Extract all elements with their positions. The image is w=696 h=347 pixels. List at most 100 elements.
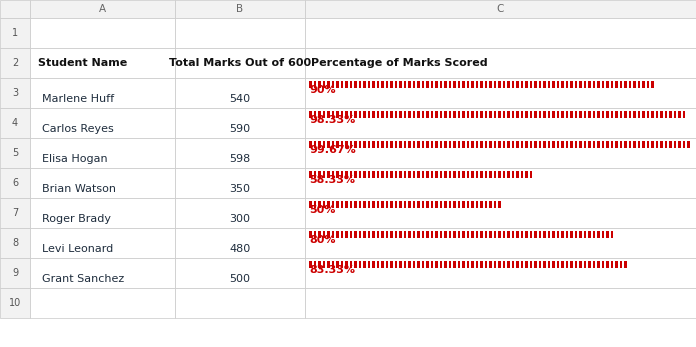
Bar: [642, 81, 644, 88]
Bar: [345, 81, 347, 88]
Bar: [408, 141, 411, 148]
Bar: [363, 171, 365, 178]
Bar: [358, 171, 361, 178]
Bar: [557, 141, 559, 148]
Bar: [435, 261, 438, 268]
Text: 540: 540: [230, 94, 251, 104]
Bar: [615, 111, 617, 118]
Bar: [354, 141, 356, 148]
Bar: [439, 201, 442, 208]
Bar: [372, 201, 374, 208]
Text: 598: 598: [230, 154, 251, 164]
Bar: [30, 228, 175, 258]
Bar: [462, 261, 464, 268]
Bar: [521, 231, 523, 238]
Text: Brian Watson: Brian Watson: [42, 184, 116, 194]
Bar: [570, 261, 573, 268]
Bar: [0, 258, 30, 288]
Bar: [687, 141, 690, 148]
Bar: [498, 171, 500, 178]
Bar: [534, 261, 537, 268]
Bar: [422, 261, 424, 268]
Text: 98.33%: 98.33%: [309, 115, 355, 125]
Bar: [340, 261, 343, 268]
Bar: [471, 141, 473, 148]
Bar: [583, 261, 586, 268]
Bar: [539, 81, 541, 88]
Bar: [413, 81, 415, 88]
Bar: [408, 111, 411, 118]
Bar: [588, 111, 590, 118]
Bar: [475, 141, 478, 148]
Text: 9: 9: [12, 268, 18, 278]
Bar: [457, 261, 460, 268]
Bar: [354, 261, 356, 268]
Bar: [408, 81, 411, 88]
Bar: [30, 288, 175, 318]
Bar: [543, 81, 546, 88]
Bar: [417, 231, 420, 238]
Bar: [0, 288, 30, 318]
Bar: [561, 261, 564, 268]
Bar: [448, 171, 451, 178]
Bar: [336, 261, 338, 268]
Bar: [408, 231, 411, 238]
Bar: [399, 261, 402, 268]
Bar: [404, 231, 406, 238]
Bar: [444, 201, 447, 208]
Bar: [619, 261, 622, 268]
Text: Grant Sanchez: Grant Sanchez: [42, 274, 125, 284]
Bar: [313, 201, 316, 208]
Bar: [498, 111, 500, 118]
Bar: [484, 141, 487, 148]
Bar: [516, 111, 519, 118]
Bar: [386, 111, 388, 118]
Bar: [435, 111, 438, 118]
Bar: [305, 0, 696, 18]
Bar: [516, 261, 519, 268]
Bar: [462, 81, 464, 88]
Bar: [548, 231, 550, 238]
Bar: [377, 261, 379, 268]
Bar: [530, 141, 532, 148]
Bar: [561, 81, 564, 88]
Bar: [0, 0, 30, 18]
Bar: [674, 111, 676, 118]
Bar: [489, 261, 491, 268]
Bar: [530, 261, 532, 268]
Bar: [471, 261, 473, 268]
Bar: [404, 171, 406, 178]
Text: Student Name: Student Name: [38, 58, 127, 68]
Bar: [381, 81, 383, 88]
Bar: [453, 81, 455, 88]
Bar: [322, 81, 325, 88]
Bar: [336, 81, 338, 88]
Bar: [466, 171, 469, 178]
Bar: [175, 108, 305, 138]
Bar: [309, 231, 312, 238]
Bar: [345, 111, 347, 118]
Bar: [331, 171, 334, 178]
Bar: [628, 141, 631, 148]
Bar: [521, 81, 523, 88]
Bar: [466, 261, 469, 268]
Bar: [457, 201, 460, 208]
Bar: [395, 111, 397, 118]
Bar: [570, 81, 573, 88]
Bar: [390, 141, 393, 148]
Bar: [322, 201, 325, 208]
Text: 1: 1: [12, 28, 18, 38]
Bar: [592, 81, 595, 88]
Bar: [678, 141, 681, 148]
Bar: [305, 138, 696, 168]
Bar: [363, 111, 365, 118]
Bar: [426, 231, 429, 238]
Bar: [570, 111, 573, 118]
Bar: [462, 231, 464, 238]
Bar: [638, 111, 640, 118]
Bar: [516, 231, 519, 238]
Bar: [390, 171, 393, 178]
Bar: [561, 111, 564, 118]
Bar: [0, 18, 30, 48]
Bar: [471, 111, 473, 118]
